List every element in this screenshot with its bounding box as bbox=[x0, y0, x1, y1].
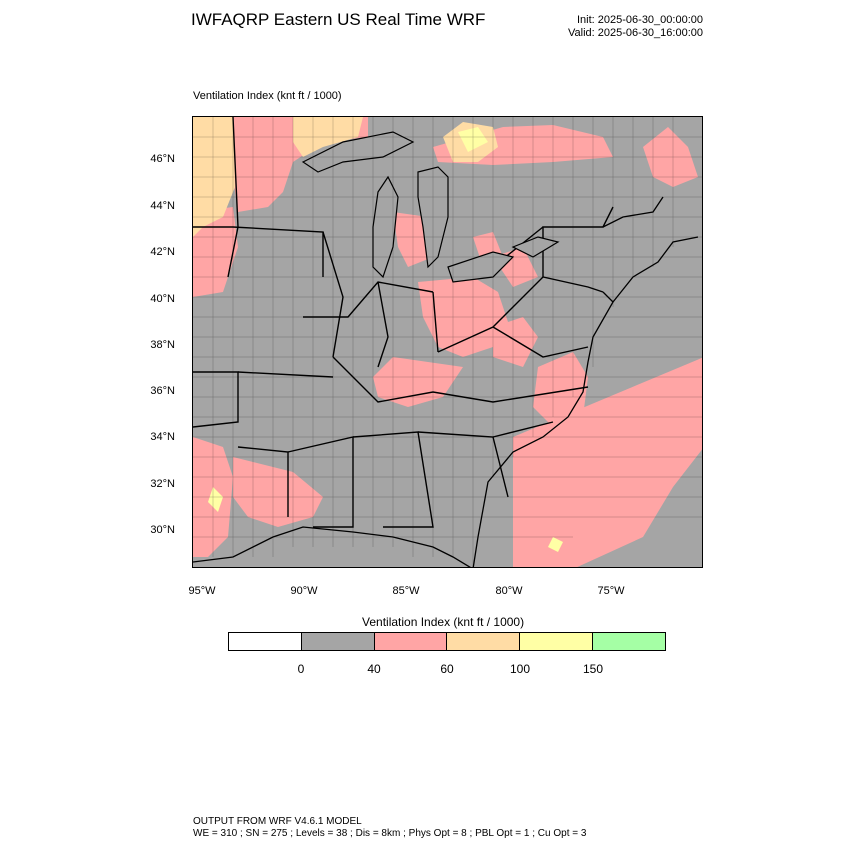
lon-label-75: 75°W bbox=[597, 585, 625, 597]
plot-title: IWFAQRP Eastern US Real Time WRF bbox=[191, 10, 486, 29]
colorbar-segment bbox=[447, 633, 521, 650]
lat-label-42: 42°N bbox=[150, 246, 175, 258]
lat-label-32: 32°N bbox=[150, 478, 175, 490]
lat-label-46: 46°N bbox=[150, 153, 175, 165]
county-lines bbox=[193, 117, 702, 567]
colorbar-segment bbox=[520, 633, 594, 650]
time-info: Init: 2025-06-30_00:00:00 Valid: 2025-06… bbox=[568, 14, 703, 40]
colorbar-segment bbox=[229, 633, 302, 650]
map-panel bbox=[192, 116, 703, 568]
colorbar bbox=[228, 632, 666, 651]
lat-label-30: 30°N bbox=[150, 524, 175, 536]
lat-label-38: 38°N bbox=[150, 339, 175, 351]
model-config: WE = 310 ; SN = 275 ; Levels = 38 ; Dis … bbox=[193, 828, 587, 839]
init-time: Init: 2025-06-30_00:00:00 bbox=[577, 14, 703, 26]
model-version: OUTPUT FROM WRF V4.6.1 MODEL bbox=[193, 816, 362, 827]
map-svg bbox=[193, 117, 702, 567]
colorbar-segment bbox=[301, 633, 375, 650]
variable-label: Ventilation Index (knt ft / 1000) bbox=[193, 90, 342, 102]
lat-label-44: 44°N bbox=[150, 200, 175, 212]
lon-label-95: 95°W bbox=[188, 585, 216, 597]
colorbar-title: Ventilation Index (knt ft / 1000) bbox=[362, 615, 525, 629]
model-info: OUTPUT FROM WRF V4.6.1 MODEL WE = 310 ; … bbox=[193, 816, 586, 840]
colorbar-label: 100 bbox=[509, 662, 531, 676]
colorbar-segment bbox=[374, 633, 448, 650]
colorbar-label: 40 bbox=[367, 662, 381, 676]
lat-label-36: 36°N bbox=[150, 385, 175, 397]
valid-time: Valid: 2025-06-30_16:00:00 bbox=[568, 27, 703, 39]
lat-label-40: 40°N bbox=[150, 293, 175, 305]
colorbar-label: 0 bbox=[297, 662, 305, 676]
lon-label-80: 80°W bbox=[495, 585, 523, 597]
lon-label-85: 85°W bbox=[392, 585, 420, 597]
colorbar-label: 150 bbox=[582, 662, 604, 676]
lon-label-90: 90°W bbox=[290, 585, 318, 597]
colorbar-label: 60 bbox=[440, 662, 454, 676]
lat-label-34: 34°N bbox=[150, 431, 175, 443]
colorbar-segment bbox=[593, 633, 665, 650]
